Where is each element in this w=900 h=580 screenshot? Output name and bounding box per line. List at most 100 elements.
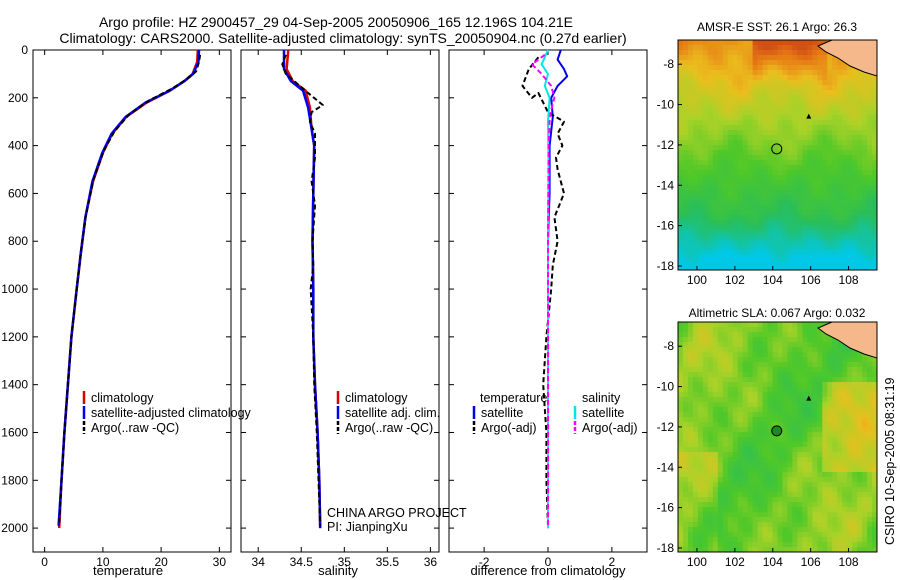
heatmap-cell — [857, 170, 863, 176]
heatmap-cell — [797, 85, 803, 91]
heatmap-cell — [707, 457, 714, 463]
heatmap-cell — [832, 337, 838, 343]
heatmap-cell — [842, 220, 848, 226]
heatmap-cell — [832, 362, 838, 368]
heatmap-cell — [872, 417, 877, 423]
heatmap-cell — [842, 65, 848, 71]
heatmap-cell — [757, 357, 764, 363]
heatmap-cell — [862, 427, 868, 433]
heatmap-cell — [757, 417, 764, 423]
heatmap-cell — [757, 250, 764, 256]
heatmap-cell — [712, 145, 719, 151]
heatmap-cell — [787, 200, 794, 206]
heatmap-cell — [827, 427, 833, 433]
heatmap-cell — [857, 537, 863, 543]
heatmap-cell — [827, 387, 833, 393]
heatmap-cell — [792, 457, 798, 463]
heatmap-cell — [812, 75, 818, 81]
heatmap-cell — [857, 492, 863, 498]
heatmap-cell — [742, 160, 749, 166]
heatmap-cell — [832, 210, 838, 216]
heatmap-cell — [802, 230, 808, 236]
heatmap-cell — [767, 447, 774, 453]
heatmap-cell — [787, 255, 794, 261]
heatmap-cell — [812, 215, 818, 221]
heatmap-cell — [797, 70, 803, 76]
heatmap-cell — [782, 155, 789, 161]
heatmap-cell — [722, 95, 729, 101]
heatmap-cell — [702, 427, 709, 433]
heatmap-cell — [857, 377, 863, 383]
heatmap-cell — [687, 165, 694, 171]
heatmap-cell — [822, 145, 828, 151]
heatmap-cell — [772, 90, 779, 96]
heatmap-cell — [747, 110, 754, 116]
heatmap-cell — [807, 95, 813, 101]
heatmap-cell — [712, 50, 719, 56]
heatmap-cell — [732, 50, 739, 56]
heatmap-cell — [857, 477, 863, 483]
heatmap-cell — [872, 80, 877, 86]
heatmap-cell — [797, 120, 803, 126]
heatmap-cell — [787, 347, 794, 353]
heatmap-cell — [817, 377, 823, 383]
heatmap-cell — [697, 417, 704, 423]
heatmap-cell — [707, 377, 714, 383]
heatmap-cell — [852, 392, 858, 398]
heatmap-cell — [842, 85, 848, 91]
heatmap-cell — [682, 115, 689, 121]
heatmap-cell — [822, 372, 828, 378]
heatmap-cell — [867, 90, 873, 96]
heatmap-cell — [682, 452, 689, 458]
heatmap-cell — [857, 135, 863, 141]
heatmap-cell — [697, 362, 704, 368]
heatmap-cell — [712, 367, 719, 373]
heatmap-cell — [787, 220, 794, 226]
heatmap-cell — [697, 337, 704, 343]
heatmap-cell — [872, 382, 877, 388]
heatmap-cell — [717, 140, 724, 146]
heatmap-cell — [782, 357, 789, 363]
heatmap-cell — [777, 90, 784, 96]
heatmap-cell — [747, 442, 754, 448]
heatmap-cell — [732, 80, 739, 86]
heatmap-cell — [727, 105, 734, 111]
heatmap-cell — [847, 437, 853, 443]
heatmap-cell — [697, 537, 704, 543]
heatmap-cell — [762, 487, 769, 493]
heatmap-cell — [747, 462, 754, 468]
heatmap-cell — [702, 452, 709, 458]
heatmap-cell — [678, 60, 684, 66]
heatmap-cell — [857, 145, 863, 151]
heatmap-cell — [857, 230, 863, 236]
heatmap-cell — [812, 352, 818, 358]
heatmap-cell — [777, 547, 784, 552]
heatmap-cell — [842, 225, 848, 231]
heatmap-cell — [822, 120, 828, 126]
heatmap-cell — [827, 210, 833, 216]
heatmap-cell — [682, 367, 689, 373]
heatmap-cell — [837, 402, 843, 408]
heatmap-cell — [772, 165, 779, 171]
heatmap-cell — [737, 80, 744, 86]
heatmap-cell — [767, 342, 774, 348]
heatmap-cell — [727, 175, 734, 181]
heatmap-cell — [757, 362, 764, 368]
heatmap-cell — [782, 165, 789, 171]
heatmap-cell — [732, 417, 739, 423]
heatmap-cell — [737, 507, 744, 513]
heatmap-cell — [812, 432, 818, 438]
heatmap-cell — [722, 70, 729, 76]
heatmap-cell — [702, 185, 709, 191]
heatmap-cell — [827, 70, 833, 76]
heatmap-cell — [742, 50, 749, 56]
heatmap-cell — [682, 437, 689, 443]
heatmap-cell — [697, 332, 704, 338]
heatmap-cell — [777, 180, 784, 186]
heatmap-cell — [822, 220, 828, 226]
heatmap-cell — [872, 482, 877, 488]
heatmap-cell — [777, 155, 784, 161]
heatmap-cell — [872, 457, 877, 463]
heatmap-cell — [687, 95, 694, 101]
heatmap-cell — [812, 230, 818, 236]
